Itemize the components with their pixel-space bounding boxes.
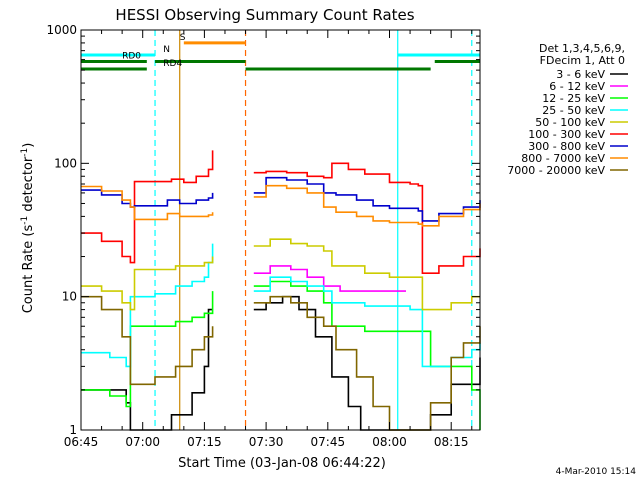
x-tick-label: 07:00 [125,435,160,449]
legend-label: 25 - 50 keV [542,104,605,117]
legend-label: 100 - 300 keV [528,128,605,141]
footer-date: 4-Mar-2010 15:14 [556,467,637,477]
y-axis-label-end: ) [21,143,36,148]
y-tick-label: 1000 [46,23,77,37]
vertical-markers [154,30,473,430]
y-axis-label-main: Count Rate (s [21,225,36,314]
y-tick-label: 1 [69,423,77,437]
legend-label: 7000 - 20000 keV [507,164,605,177]
legend-header-line: Det 1,3,4,5,6,9, [539,42,625,55]
y-axis-label: Count Rate (s-1 detector-1) [20,143,36,314]
series-line [253,238,480,311]
series-line [81,185,214,221]
legend-label: 6 - 12 keV [549,80,605,93]
series-line [81,256,214,311]
y-tick-label: 100 [54,156,77,170]
x-tick-label: 07:45 [311,435,346,449]
axes: 1 10 100 1000 06:45 07:00 07:15 07:30 07:45 08:00… [46,23,481,449]
x-tick-label: 06:45 [64,435,99,449]
series-line [81,291,214,408]
x-tick-label: 08:15 [434,435,469,449]
y-axis-label-mid: detector [21,156,36,216]
series-line [253,176,481,222]
state-bar-label: RD0 [122,52,141,62]
plot-frame [80,29,481,431]
chart-title: HESSI Observing Summary Count Rates [115,6,414,24]
legend-label: 800 - 7000 keV [521,152,605,165]
series-line [81,295,214,386]
series-line [253,184,481,227]
legend-label: 50 - 100 keV [535,116,605,129]
x-tick-label: 07:30 [249,435,284,449]
series-line [253,265,406,292]
series-line [81,189,214,208]
series-line [81,243,214,368]
series-line [81,150,214,264]
state-bar-label: S [180,33,186,43]
series-line [81,308,213,431]
x-tick-label: 07:15 [187,435,222,449]
legend-label: 300 - 800 keV [528,140,605,153]
state-bars: SN RD0 RD4 [81,33,480,71]
series-line [253,295,481,431]
y-axis-label-sup: -1 [20,216,30,225]
series-line [253,295,481,431]
series-line [253,280,481,430]
legend-label: 3 - 6 keV [556,68,605,81]
series-line [253,162,481,274]
y-axis-label-sup2: -1 [20,148,30,157]
legend-label: 12 - 25 keV [542,92,605,105]
x-tick-label: 08:00 [372,435,407,449]
legend-header-line: FDecim 1, Att 0 [540,54,625,67]
x-axis-label: Start Time (03-Jan-08 06:44:22) [178,456,386,471]
y-tick-label: 10 [62,290,77,304]
legend: Det 1,3,4,5,6,9,FDecim 1, Att 03 - 6 keV… [507,42,628,177]
series-lines [81,150,481,431]
state-bar-label: N [163,45,170,55]
state-bar-label: RD4 [163,59,182,69]
